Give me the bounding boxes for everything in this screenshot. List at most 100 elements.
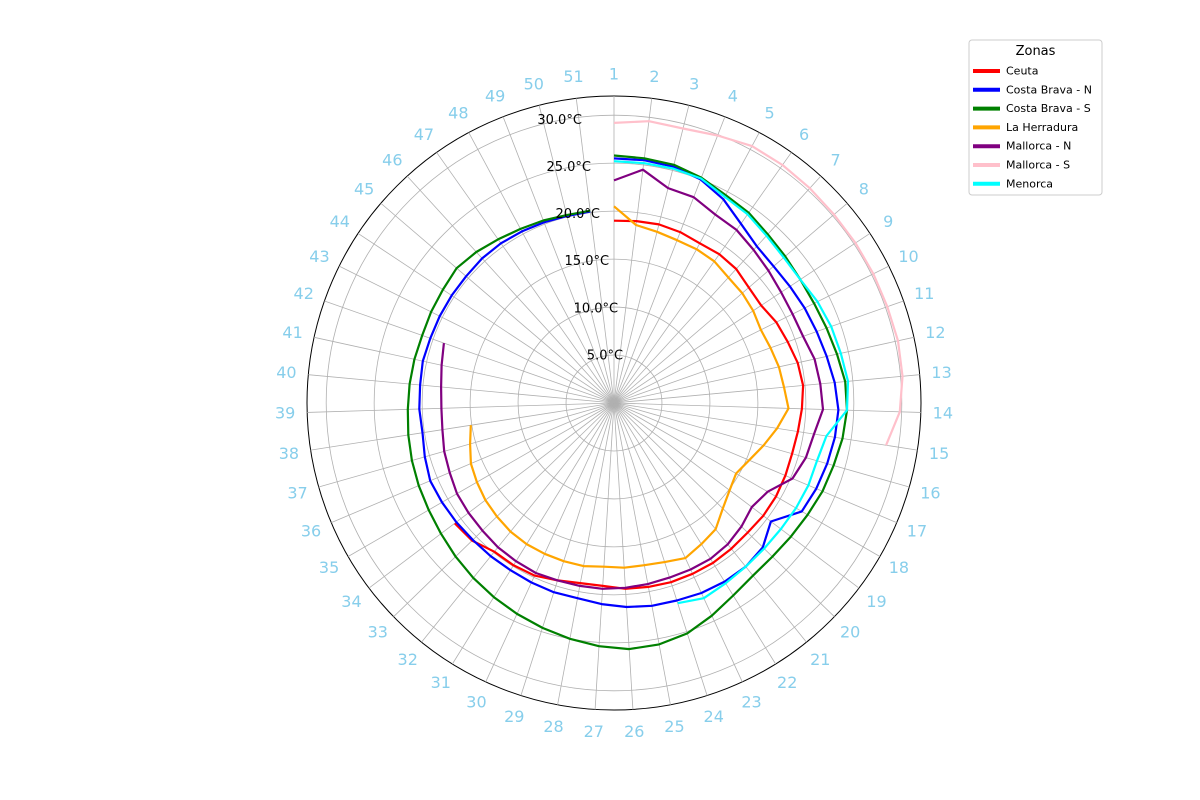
series-lines bbox=[406, 120, 904, 651]
grid-spoke bbox=[613, 175, 822, 404]
series-line-mallorca-n bbox=[440, 168, 825, 590]
angular-tick-label: 42 bbox=[294, 284, 314, 303]
angular-tick-label: 45 bbox=[354, 179, 374, 198]
grid-spoke bbox=[613, 116, 726, 404]
grid-spoke bbox=[613, 402, 634, 710]
radial-tick-label: 25.0°C bbox=[546, 160, 591, 175]
grid-spoke bbox=[357, 233, 615, 404]
angular-tick-label: 44 bbox=[330, 212, 350, 231]
angular-tick-label: 18 bbox=[889, 558, 909, 577]
angular-tick-label: 19 bbox=[866, 592, 886, 611]
angular-tick-label: 46 bbox=[382, 150, 402, 169]
angular-tick-label: 17 bbox=[907, 522, 927, 541]
angular-tick-label: 34 bbox=[341, 592, 361, 611]
series-line-mallorca-s bbox=[613, 120, 904, 446]
polar-grid bbox=[306, 95, 922, 711]
grid-spoke bbox=[452, 402, 615, 665]
grid-spoke bbox=[613, 233, 871, 404]
angular-tick-label: 9 bbox=[883, 212, 893, 231]
grid-spoke bbox=[613, 202, 848, 404]
angular-tick-label: 23 bbox=[741, 692, 761, 711]
angular-tick-label: 13 bbox=[931, 363, 951, 382]
grid-spoke bbox=[613, 402, 910, 488]
angular-tick-label: 30 bbox=[466, 692, 486, 711]
legend-title: Zonas bbox=[1016, 44, 1056, 59]
grid-spoke bbox=[613, 402, 897, 524]
grid-spoke bbox=[380, 202, 615, 404]
grid-spoke bbox=[314, 336, 615, 404]
angular-tick-label: 49 bbox=[485, 87, 505, 106]
grid-spoke bbox=[613, 300, 904, 404]
angular-tick-label: 28 bbox=[543, 717, 563, 736]
angular-tick-label: 2 bbox=[649, 67, 659, 86]
angular-tick-label: 26 bbox=[624, 722, 644, 741]
grid-spoke bbox=[613, 402, 807, 643]
grid-spoke bbox=[308, 374, 615, 404]
legend-label-costa-brava-s: Costa Brava - S bbox=[1006, 102, 1091, 115]
angular-tick-label: 50 bbox=[524, 74, 544, 93]
grid-spoke bbox=[613, 132, 760, 404]
angular-tick-label: 11 bbox=[914, 284, 934, 303]
legend: Zonas Ceuta Costa Brava - N Costa Brava - … bbox=[968, 39, 1103, 196]
angular-tick-label: 12 bbox=[925, 323, 945, 342]
angular-tick-label: 8 bbox=[859, 179, 869, 198]
grid-spoke bbox=[502, 116, 615, 404]
grid-spoke bbox=[310, 402, 615, 451]
grid-spoke bbox=[613, 402, 921, 413]
angular-tick-label: 40 bbox=[276, 363, 296, 382]
grid-spoke bbox=[520, 402, 615, 696]
angular-tick-label: 20 bbox=[840, 623, 860, 642]
grid-spoke bbox=[575, 98, 615, 404]
angular-tick-label: 4 bbox=[728, 87, 738, 106]
grid-spoke bbox=[594, 402, 615, 710]
angular-tick-label: 25 bbox=[664, 717, 684, 736]
legend-box bbox=[968, 39, 1103, 196]
angular-tick-label: 37 bbox=[287, 484, 307, 503]
legend-label-mallorca-n: Mallorca - N bbox=[1006, 140, 1071, 153]
angular-tick-label: 29 bbox=[504, 707, 524, 726]
series-line-costa-brava-s bbox=[406, 154, 849, 651]
angular-tick-label: 6 bbox=[799, 125, 809, 144]
angular-tick-label: 21 bbox=[810, 650, 830, 669]
legend-label-menorca: Menorca bbox=[1006, 177, 1053, 190]
angular-tick-label: 43 bbox=[309, 247, 329, 266]
legend-label-la-herradura: La Herradura bbox=[1006, 121, 1078, 134]
grid-spoke bbox=[339, 265, 615, 404]
angular-tick-label: 7 bbox=[831, 150, 841, 169]
legend-label-ceuta: Ceuta bbox=[1006, 65, 1038, 78]
series-line-costa-brava-n bbox=[418, 157, 840, 609]
grid-spoke bbox=[393, 402, 615, 618]
angular-tick-label: 16 bbox=[920, 484, 940, 503]
grid-spoke bbox=[613, 402, 776, 665]
angular-tick-label: 33 bbox=[368, 623, 388, 642]
grid-spoke bbox=[613, 402, 860, 589]
grid-spoke bbox=[613, 402, 918, 451]
grid-spoke bbox=[613, 402, 835, 618]
grid-spoke bbox=[331, 402, 615, 524]
grid-spoke bbox=[406, 175, 615, 404]
angular-tick-label: 39 bbox=[275, 404, 295, 423]
grid-spoke bbox=[347, 402, 615, 557]
angular-tick-label: 22 bbox=[777, 673, 797, 692]
grid-spoke bbox=[421, 402, 615, 643]
radial-tick-label: 20.0°C bbox=[555, 207, 600, 222]
grid-spoke bbox=[324, 300, 615, 404]
angular-tick-label: 10 bbox=[898, 247, 918, 266]
grid-spoke bbox=[538, 105, 615, 404]
grid-spoke bbox=[468, 132, 615, 404]
grid-spoke bbox=[613, 374, 920, 404]
radial-tick-label: 15.0°C bbox=[565, 254, 610, 269]
series-line-menorca bbox=[613, 160, 850, 605]
angular-tick-label: 32 bbox=[398, 650, 418, 669]
angular-tick-label: 51 bbox=[563, 67, 583, 86]
angular-tick-label: 41 bbox=[282, 323, 302, 342]
grid-spoke bbox=[485, 402, 615, 683]
grid-spoke bbox=[613, 336, 914, 404]
grid-spoke bbox=[557, 402, 615, 705]
radial-tick-labels: 5.0°C 10.0°C 15.0°C 20.0°C 25.0°C 30.0°C bbox=[537, 113, 623, 364]
angular-tick-label: 36 bbox=[301, 522, 321, 541]
grid-spoke bbox=[613, 265, 889, 404]
angular-tick-label: 1 bbox=[609, 65, 619, 84]
angular-tick-label: 14 bbox=[933, 404, 953, 423]
